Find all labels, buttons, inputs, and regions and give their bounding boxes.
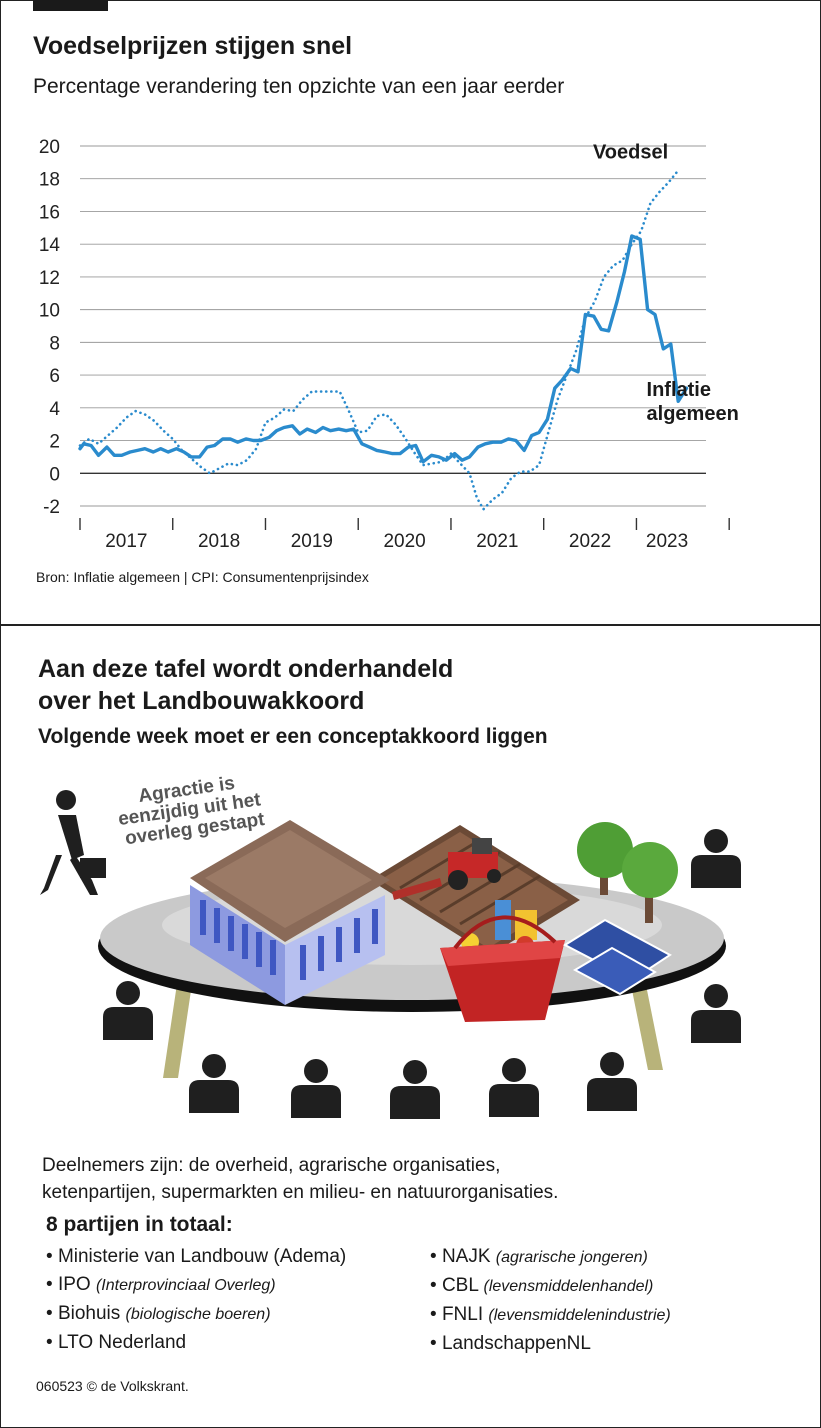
briefcase-icon xyxy=(80,858,106,878)
negotiation-title: Aan deze tafel wordt onderhandeld over h… xyxy=(38,653,638,717)
credit-line: 060523 © de Volkskrant. xyxy=(36,1378,189,1394)
party-item: LandschappenNL xyxy=(430,1330,671,1358)
person-icon xyxy=(691,984,741,1043)
walking-person-icon xyxy=(40,790,106,895)
series-label-inflatie-line: algemeen xyxy=(647,403,739,425)
participants-line-2: ketenpartijen, supermarkten en milieu- e… xyxy=(42,1182,559,1203)
y-tick-label: -2 xyxy=(43,497,60,518)
y-tick-label: 8 xyxy=(49,333,60,354)
negotiation-subtitle: Volgende week moet er een conceptakkoord… xyxy=(38,725,548,748)
participants-line-1: Deelnemers zijn: de overheid, agrarische… xyxy=(42,1155,501,1176)
food-price-line-chart: -2 0 2 4 6 8 10 12 14 16 18 20 2017 2018 2019 2020 2021 2… xyxy=(39,137,739,552)
chart-title: Voedselprijzen stijgen snel xyxy=(33,32,353,60)
party-item: FNLI (levensmiddelenindustrie) xyxy=(430,1301,671,1330)
person-icon xyxy=(103,981,153,1040)
x-tick-label: 2023 xyxy=(646,531,688,552)
tractor-icon xyxy=(392,838,501,900)
x-tick-label: 2018 xyxy=(198,531,240,552)
svg-text:Agractie is eenzijdig uit: Agractie is eenzijdig uit het overleg ge… xyxy=(114,769,270,850)
person-icon xyxy=(291,1059,341,1118)
person-icon xyxy=(189,1054,239,1113)
solar-panels-icon xyxy=(562,918,672,996)
government-building-icon xyxy=(190,820,390,1005)
x-tick-label: 2019 xyxy=(291,531,333,552)
person-icon xyxy=(691,829,741,888)
y-tick-label: 20 xyxy=(39,137,60,158)
x-tick-label: 2017 xyxy=(105,531,147,552)
series-line-voedsel xyxy=(78,169,680,511)
negotiation-title-line-1: Aan deze tafel wordt onderhandeld xyxy=(38,655,454,683)
person-icon xyxy=(489,1058,539,1117)
y-tick-label: 2 xyxy=(49,432,60,453)
y-tick-label: 6 xyxy=(49,366,60,387)
series-label-voedsel: Voedsel xyxy=(593,142,668,164)
y-tick-label: 16 xyxy=(39,202,60,223)
grocery-basket-icon xyxy=(440,900,565,1022)
participants-text: Deelnemers zijn: de overheid, agrarische… xyxy=(42,1152,742,1206)
chart-source: Bron: Inflatie algemeen | CPI: Consument… xyxy=(36,569,369,585)
parties-list-right: NAJK (agrarische jongeren) CBL (levensmi… xyxy=(430,1243,671,1358)
parties-title: 8 partijen in totaal: xyxy=(46,1213,233,1236)
party-item: IPO (Interprovinciaal Overleg) xyxy=(46,1271,346,1300)
party-item: CBL (levensmiddelenhandel) xyxy=(430,1272,671,1301)
trees-icon xyxy=(577,822,678,923)
y-tick-label: 0 xyxy=(49,464,60,485)
party-item: Biohuis (biologische boeren) xyxy=(46,1300,346,1329)
party-item: LTO Nederland xyxy=(46,1329,346,1357)
y-tick-label: 12 xyxy=(39,268,60,289)
y-tick-label: 18 xyxy=(39,170,60,191)
person-icon xyxy=(587,1052,637,1111)
y-tick-label: 4 xyxy=(49,399,60,420)
person-icon xyxy=(390,1060,440,1119)
parties-list-left: Ministerie van Landbouw (Adema) IPO (Int… xyxy=(46,1243,346,1357)
y-tick-label: 10 xyxy=(39,301,60,322)
series-label-inflatie-line: Inflatie xyxy=(647,379,711,401)
negotiation-title-line-2: over het Landbouwakkoord xyxy=(38,687,365,715)
x-tick-label: 2022 xyxy=(569,531,611,552)
series-line-inflatie-algemeen xyxy=(78,234,689,464)
section-divider xyxy=(0,624,821,626)
y-tick-label: 14 xyxy=(39,235,61,256)
seated-participants xyxy=(103,829,741,1119)
chart-subtitle: Percentage verandering ten opzichte van … xyxy=(33,75,565,98)
x-tick-label: 2020 xyxy=(383,531,425,552)
party-item: Ministerie van Landbouw (Adema) xyxy=(46,1243,346,1271)
x-tick-label: 2021 xyxy=(476,531,518,552)
party-item: NAJK (agrarische jongeren) xyxy=(430,1243,671,1272)
negotiation-table-illustration: Agractie is eenzijdig uit het overleg ge… xyxy=(40,769,741,1119)
top-accent-bar xyxy=(33,0,108,11)
